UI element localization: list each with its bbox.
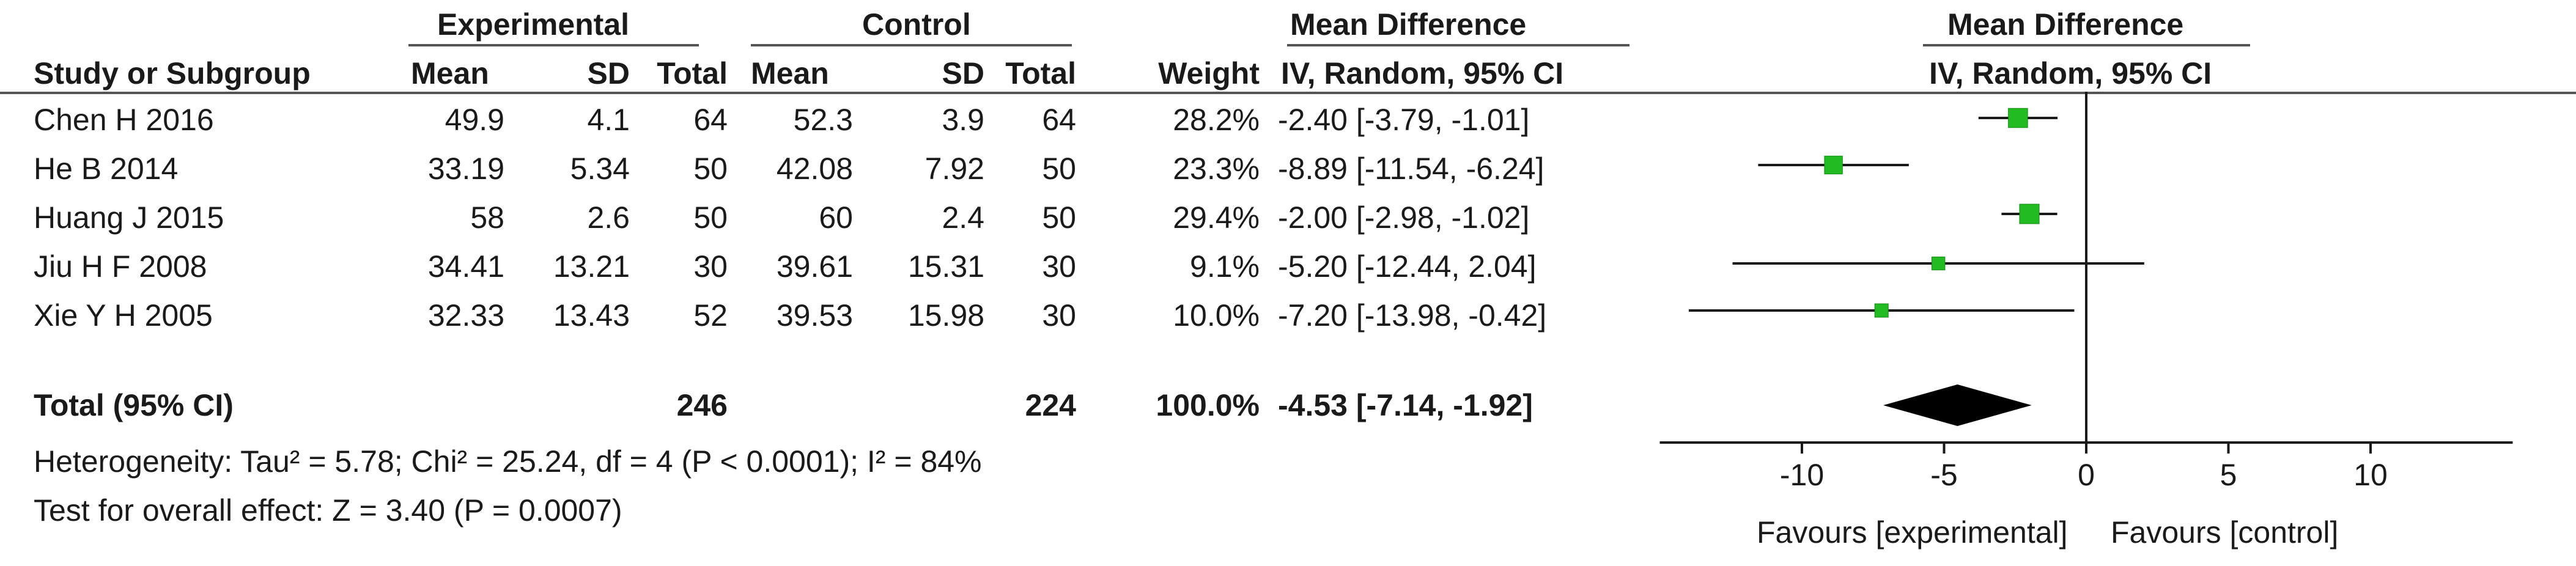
control-header: Control <box>862 7 971 42</box>
ctl-total-column-header: Total <box>1005 56 1076 90</box>
md-header-underline-left <box>1287 44 1629 46</box>
exp-mean-column-header: Mean <box>411 56 489 90</box>
cell-exp-sd: 4.1 <box>587 103 630 137</box>
cell-weight: 10.0% <box>1173 298 1260 333</box>
cell-name: Chen H 2016 <box>34 103 214 137</box>
cell-exp-total: 50 <box>693 152 728 186</box>
cell-ctl-total: 30 <box>1042 298 1076 333</box>
cell-exp-mean: 58 <box>470 200 504 235</box>
cell-ci-text: -2.40 [-3.79, -1.01] <box>1278 103 1530 137</box>
study-effect-square <box>1824 155 1843 175</box>
cell-weight: 23.3% <box>1173 152 1260 186</box>
cell-exp-sd: 2.6 <box>587 200 630 235</box>
exp-sd-column-header: SD <box>587 56 630 90</box>
cell-ctl-mean: 42.08 <box>776 152 853 186</box>
cell-exp-mean: 34.41 <box>427 249 504 284</box>
total-exp-n: 246 <box>676 388 728 422</box>
cell-exp-mean: 33.19 <box>427 152 504 186</box>
cell-name: Huang J 2015 <box>34 200 224 235</box>
cell-exp-total: 30 <box>693 249 728 284</box>
weight-column-header: Weight <box>1158 56 1260 90</box>
favours-experimental-label: Favours [experimental] <box>1757 515 2068 549</box>
exp-total-column-header: Total <box>657 56 728 90</box>
x-axis-tick-label: -10 <box>1780 458 1824 492</box>
total-ci-text: -4.53 [-7.14, -1.92] <box>1278 388 1533 422</box>
ci-column-header-right: IV, Random, 95% CI <box>1929 56 2212 90</box>
experimental-header: Experimental <box>437 7 630 42</box>
cell-exp-sd: 5.34 <box>570 152 630 186</box>
cell-name: Jiu H F 2008 <box>34 249 207 284</box>
pooled-effect-diamond <box>1883 384 2032 426</box>
cell-weight: 9.1% <box>1190 249 1260 284</box>
cell-exp-mean: 49.9 <box>445 103 504 137</box>
x-axis-tick-label: -5 <box>1930 458 1957 492</box>
cell-exp-total: 64 <box>693 103 728 137</box>
cell-ctl-total: 64 <box>1042 103 1076 137</box>
cell-exp-total: 50 <box>693 200 728 235</box>
study-column-header: Study or Subgroup <box>34 56 311 90</box>
mean-difference-header-left: Mean Difference <box>1290 7 1527 42</box>
cell-ci-text: -8.89 [-11.54, -6.24] <box>1278 152 1544 186</box>
cell-exp-sd: 13.43 <box>553 298 630 333</box>
control-header-underline <box>751 44 1072 46</box>
cell-ctl-mean: 60 <box>819 200 853 235</box>
study-effect-square <box>2008 108 2028 128</box>
x-axis-tick-label: 5 <box>2220 458 2237 492</box>
cell-exp-total: 52 <box>693 298 728 333</box>
cell-ctl-mean: 39.61 <box>776 249 853 284</box>
study-effect-square <box>2019 204 2040 224</box>
cell-ctl-total: 50 <box>1042 200 1076 235</box>
total-row-label: Total (95% CI) <box>34 388 234 422</box>
ctl-mean-column-header: Mean <box>751 56 829 90</box>
cell-ctl-total: 30 <box>1042 249 1076 284</box>
cell-ci-text: -7.20 [-13.98, -0.42] <box>1278 298 1547 333</box>
cell-name: Xie Y H 2005 <box>34 298 213 333</box>
x-axis-tick-label: 0 <box>2078 458 2095 492</box>
study-effect-square <box>1932 256 1946 271</box>
cell-ctl-sd: 15.31 <box>907 249 984 284</box>
ctl-sd-column-header: SD <box>942 56 984 90</box>
cell-ctl-mean: 52.3 <box>793 103 853 137</box>
cell-ci-text: -5.20 [-12.44, 2.04] <box>1278 249 1537 284</box>
total-ctl-n: 224 <box>1025 388 1076 422</box>
cell-exp-mean: 32.33 <box>427 298 504 333</box>
x-axis-tick-label: 10 <box>2353 458 2388 492</box>
study-effect-square <box>1874 303 1889 318</box>
md-header-underline-right <box>1923 44 2250 46</box>
cell-ci-text: -2.00 [-2.98, -1.02] <box>1278 200 1530 235</box>
cell-ctl-sd: 3.9 <box>942 103 984 137</box>
cell-exp-sd: 13.21 <box>553 249 630 284</box>
cell-name: He B 2014 <box>34 152 179 186</box>
cell-ctl-sd: 7.92 <box>924 152 984 186</box>
heterogeneity-text: Heterogeneity: Tau² = 5.78; Chi² = 25.24… <box>34 444 982 479</box>
experimental-header-underline <box>408 44 699 46</box>
ci-column-header-left: IV, Random, 95% CI <box>1281 56 1564 90</box>
cell-ctl-sd: 15.98 <box>907 298 984 333</box>
cell-weight: 28.2% <box>1173 103 1260 137</box>
cell-ctl-total: 50 <box>1042 152 1076 186</box>
cell-ctl-sd: 2.4 <box>942 200 984 235</box>
table-header-rule <box>0 92 2576 94</box>
cell-weight: 29.4% <box>1173 200 1260 235</box>
mean-difference-header-right: Mean Difference <box>1947 7 2184 42</box>
favours-control-label: Favours [control] <box>2111 515 2339 549</box>
cell-ctl-mean: 39.53 <box>776 298 853 333</box>
total-weight: 100.0% <box>1156 388 1260 422</box>
overall-effect-text: Test for overall effect: Z = 3.40 (P = 0… <box>34 493 622 527</box>
